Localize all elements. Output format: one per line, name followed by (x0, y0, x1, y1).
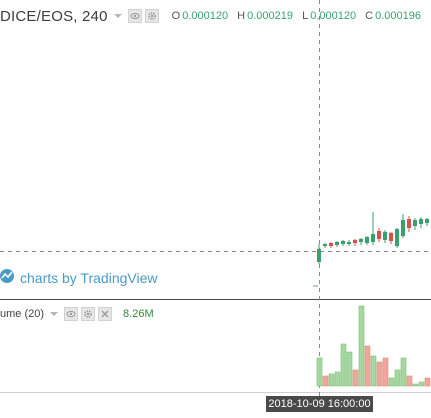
volume-bar (382, 357, 389, 387)
main-legend: DICE/EOS, 240 O 0.000120 H 0.000219 L 0.000… (0, 6, 421, 26)
candle-body (323, 244, 327, 246)
volume-bar (376, 361, 383, 387)
volume-bar (352, 369, 359, 387)
candle-body (383, 232, 387, 240)
open-value: 0.000120 (182, 10, 229, 22)
volume-bars-group (316, 305, 431, 387)
volume-bar (322, 375, 329, 387)
low-key: L (302, 10, 309, 22)
candle-body (425, 219, 429, 223)
volume-dropdown-icon[interactable] (50, 312, 59, 316)
volume-bar (358, 305, 365, 387)
candle-body (335, 242, 339, 245)
volume-bar (334, 371, 341, 387)
crosshair-time-label: 2018-10-09 16:00:00 (266, 396, 373, 412)
volume-bar (388, 377, 395, 387)
candle-body (419, 219, 423, 224)
candle-body (365, 237, 369, 243)
volume-bar (394, 369, 401, 387)
high-value: 0.000219 (247, 10, 294, 22)
candle-body (317, 249, 321, 262)
volume-bar (400, 357, 407, 387)
candle-body (341, 241, 345, 244)
volume-bar (406, 375, 413, 387)
candles-group (317, 212, 429, 264)
symbol-dropdown-icon[interactable] (113, 14, 122, 18)
open-key: O (171, 10, 181, 22)
tradingview-watermark[interactable]: charts by TradingView (0, 266, 157, 290)
close-value: 0.000196 (375, 10, 421, 22)
volume-bar (340, 343, 347, 387)
watermark-text[interactable]: charts by TradingView (20, 270, 158, 286)
high-key: H (237, 10, 246, 22)
candle-body (353, 240, 357, 243)
volume-legend: ume (20) 8.26M (0, 306, 154, 322)
volume-bar (412, 383, 419, 387)
candle-body (389, 233, 393, 241)
candle-body (371, 234, 375, 242)
volume-value: 8.26M (123, 308, 154, 320)
candle-body (401, 220, 405, 236)
ohlc-values: O 0.000120 H 0.000219 L 0.000120 C 0.000196 (166, 10, 421, 22)
symbol-title[interactable]: DICE/EOS, 240 (0, 7, 108, 25)
volume-bar (364, 345, 371, 387)
gear-icon[interactable] (81, 307, 96, 321)
volume-label[interactable]: ume (20) (0, 308, 45, 320)
eye-icon[interactable] (64, 307, 79, 321)
volume-bar (370, 355, 377, 387)
close-key: C (365, 10, 374, 22)
low-value: 0.000120 (310, 10, 357, 22)
volume-bar (424, 377, 431, 387)
candle-body (413, 220, 417, 226)
volume-bar (328, 373, 335, 387)
volume-bar (418, 381, 425, 387)
candle-body (407, 219, 411, 228)
candle-body (347, 242, 351, 244)
candle-body (359, 239, 363, 242)
volume-bar (346, 351, 353, 387)
gear-icon[interactable] (144, 9, 159, 23)
close-icon[interactable] (98, 307, 113, 321)
candle-body (329, 243, 333, 246)
tradingview-logo-icon (0, 268, 14, 288)
volume-bar (316, 357, 323, 387)
candle-body (377, 231, 381, 239)
eye-icon[interactable] (127, 9, 142, 23)
candle-body (395, 229, 399, 246)
